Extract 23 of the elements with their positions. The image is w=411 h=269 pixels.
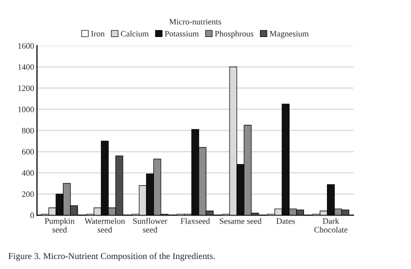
x-tick-label: Dark Chocolate: [314, 218, 348, 233]
x-tick-label: Sunflower seed: [133, 218, 168, 233]
caption: Figure 3. Micro-Nutrient Composition of the Ingredients.: [8, 252, 215, 261]
y-tick-label: 1400: [18, 64, 34, 70]
x-tick-label: Flaxseed: [180, 218, 210, 224]
x-tick-label: Sesame seed: [220, 218, 262, 224]
x-tick-label: Dates: [276, 218, 295, 224]
y-tick-label: 1600: [18, 43, 34, 49]
y-tick-label: 600: [22, 149, 34, 155]
y-tick-label: 800: [22, 128, 34, 134]
legend-title: Micro-nutrients: [169, 18, 222, 24]
legend-label: Calcium: [120, 30, 149, 37]
y-tick-label: 1200: [18, 85, 34, 92]
y-tick-label: 1000: [18, 106, 34, 112]
y-tick-label: 400: [22, 170, 34, 176]
y-tick-label: 0: [30, 212, 34, 218]
legend-label: Potassium: [164, 30, 199, 37]
legend-label: Iron: [91, 30, 105, 37]
x-tick-label: Watermelon seed: [84, 218, 125, 233]
y-tick-label: 200: [22, 191, 34, 197]
x-tick-label: Pumpkin seed: [44, 218, 75, 233]
legend-label: Phosphrous: [214, 30, 254, 38]
legend-label: Magnesium: [270, 30, 309, 38]
